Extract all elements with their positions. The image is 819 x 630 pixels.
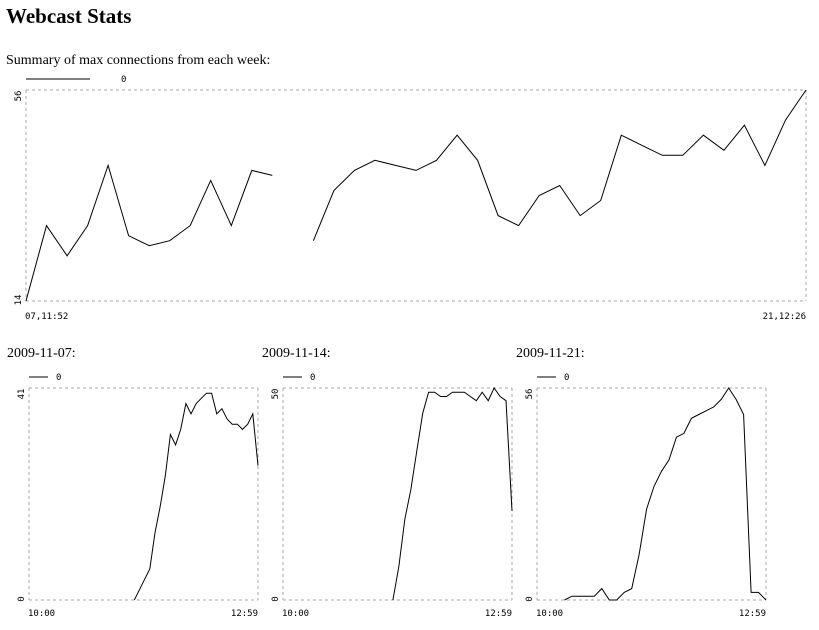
week-3-ytick-max: 56 (525, 389, 535, 400)
summary-legend-label: 0 (121, 75, 126, 85)
week-3-xtick-end: 12:59 (739, 609, 766, 619)
summary-series-line-0 (25, 163, 273, 302)
chart-title-week-1: 2009-11-07: (7, 346, 76, 361)
week-1-ytick-max: 41 (17, 389, 27, 400)
week-2-xtick-end: 12:59 (485, 609, 512, 619)
week-2-series-line-0 (392, 387, 513, 601)
week-2-xtick-start: 10:00 (282, 609, 309, 619)
week-3-series-line-0 (564, 387, 767, 601)
week-1-legend-label: 0 (56, 373, 61, 383)
week-3-xtick-start: 10:00 (536, 609, 563, 619)
summary-ytick-max: 56 (14, 91, 24, 102)
week-2-ytick-max: 50 (271, 389, 281, 400)
summary-xtick-end: 21,12:26 (763, 312, 806, 322)
summary-label: Summary of max connections from each wee… (6, 53, 271, 68)
chart-title-week-2: 2009-11-14: (262, 346, 331, 361)
week-1-xtick-start: 10:00 (28, 609, 55, 619)
summary-series-line-1 (312, 89, 807, 241)
week-1-ytick-min: 0 (17, 596, 27, 601)
week-3-legend-label: 0 (564, 373, 569, 383)
chart-title-week-3: 2009-11-21: (516, 346, 585, 361)
week-1-series-line-0 (133, 392, 259, 601)
summary-xtick-start: 07,11:52 (25, 312, 68, 322)
week-2-legend-label: 0 (310, 373, 315, 383)
week-1-xtick-end: 12:59 (231, 609, 258, 619)
week-2-ytick-min: 0 (271, 596, 281, 601)
summary-ytick-min: 14 (14, 295, 24, 306)
week-3-ytick-min: 0 (525, 596, 535, 601)
page-title: Webcast Stats (6, 4, 132, 28)
